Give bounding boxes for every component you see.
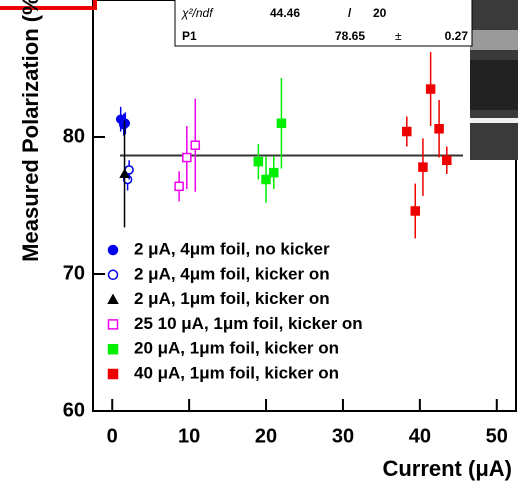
marker	[253, 156, 264, 167]
x-tick-label: 10	[178, 425, 200, 447]
stats-value: 20	[373, 6, 387, 20]
y-tick-label: 60	[63, 399, 85, 421]
legend-marker	[107, 368, 119, 380]
stats-value: 44.46	[270, 6, 300, 20]
marker	[120, 118, 131, 129]
plot-frame	[92, 0, 517, 412]
marker	[261, 174, 271, 185]
x-tick-label: 20	[255, 425, 277, 447]
red-marker	[0, 0, 97, 10]
stats-label: P1	[182, 29, 197, 43]
photo	[470, 0, 518, 160]
stats-value: 78.65	[335, 29, 365, 43]
marker	[276, 118, 287, 129]
marker	[190, 140, 201, 150]
x-tick-label: 40	[409, 425, 431, 447]
stats-box	[174, 0, 473, 47]
x-tick-label: 50	[486, 425, 508, 447]
y-tick-label: 70	[63, 262, 85, 284]
marker	[182, 152, 192, 163]
marker	[119, 168, 130, 178]
legend-marker	[107, 343, 119, 355]
marker	[418, 162, 428, 172]
marker	[410, 206, 420, 216]
legend-label: 2 μA, 4μm foil, kicker on	[134, 264, 330, 283]
stats-pm: ±	[395, 29, 402, 43]
marker	[425, 84, 436, 94]
legend-marker	[107, 293, 119, 304]
legend-marker	[107, 269, 119, 281]
marker	[268, 167, 279, 178]
x-axis-title: Current (μA)	[382, 456, 512, 481]
marker	[442, 155, 452, 166]
legend-label: 2 μA, 1μm foil, kicker on	[134, 289, 330, 308]
stats-sep: /	[348, 6, 352, 20]
marker	[434, 124, 444, 134]
x-tick-label: 30	[332, 425, 354, 447]
marker	[402, 126, 412, 137]
legend-label: 40 μA, 1μm foil, kicker on	[134, 363, 339, 382]
legend-label: 20 μA, 1μm foil, kicker on	[134, 339, 339, 358]
y-axis-title: Measured Polarization (%)	[18, 0, 43, 262]
y-tick-label: 80	[63, 125, 85, 147]
legend-marker	[107, 319, 119, 330]
marker	[174, 181, 184, 192]
legend-label: 2 μA, 4μm foil, no kicker	[134, 239, 330, 258]
stats-value: 0.27	[445, 29, 469, 43]
stats-label: χ²/ndf	[181, 6, 214, 20]
x-tick-label: 0	[107, 425, 118, 447]
legend-marker	[107, 244, 119, 256]
legend-label: 25 10 μA, 1μm foil, kicker on	[134, 314, 363, 333]
